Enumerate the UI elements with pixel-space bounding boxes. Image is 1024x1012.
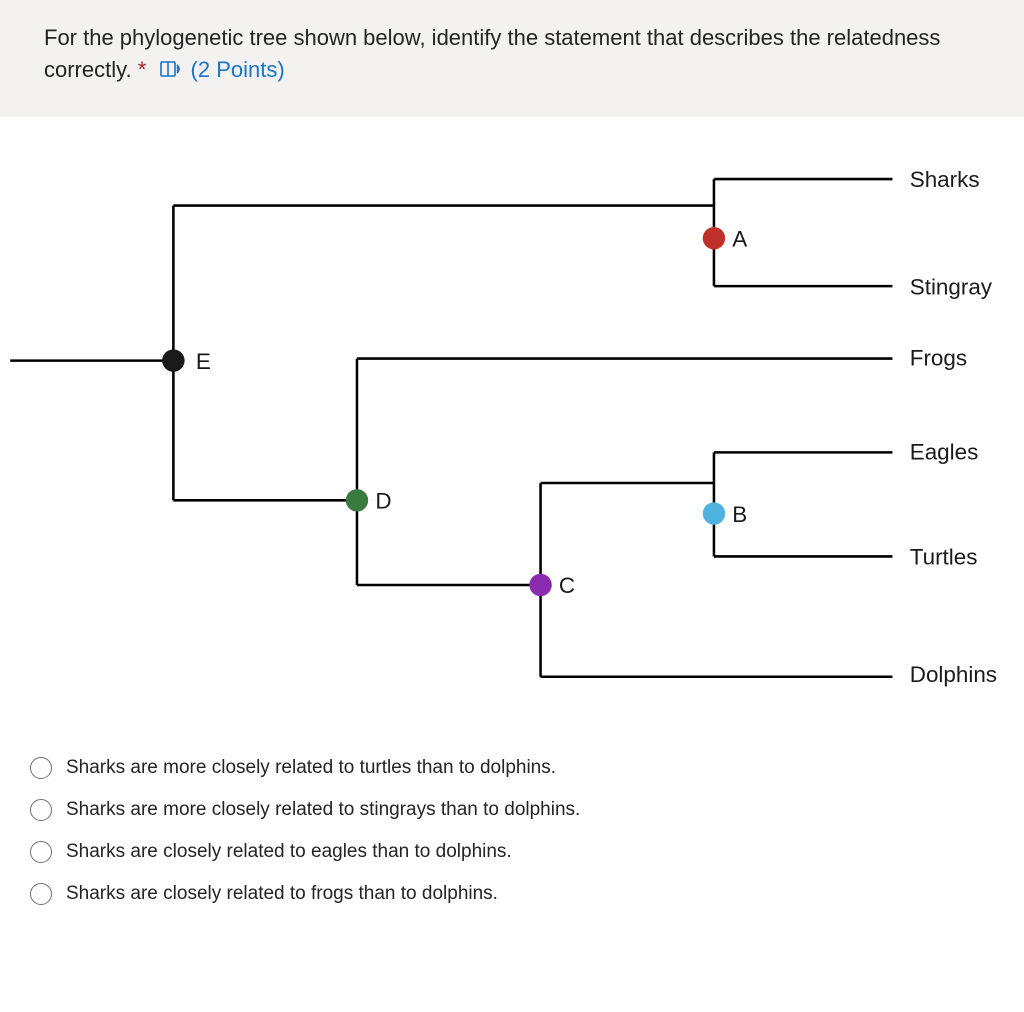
radio-icon[interactable] [30,799,52,821]
phylogenetic-tree: E A D C B Sharks Stingray Frogs Eagles Turtles Dol… [0,137,1024,727]
points-label: (2 Points) [191,57,285,82]
required-mark: * [138,57,147,82]
answer-option-label: Sharks are closely related to eagles tha… [66,841,512,863]
tree-node-e [162,349,184,371]
answer-option[interactable]: Sharks are closely related to frogs than… [30,873,994,915]
taxon-label: Frogs [910,346,967,371]
taxon-label: Turtles [910,545,978,570]
taxon-label: Dolphins [910,662,997,687]
answer-option-label: Sharks are more closely related to sting… [66,799,580,821]
tree-node-label: C [559,573,575,598]
diagram-container: E A D C B Sharks Stingray Frogs Eagles Turtles Dol… [0,117,1024,737]
taxon-label: Sharks [910,167,980,192]
radio-icon[interactable] [30,757,52,779]
answer-option[interactable]: Sharks are closely related to eagles tha… [30,831,994,873]
tree-node-c [529,574,551,596]
tree-node-d [346,489,368,511]
tree-node-label: E [196,349,211,374]
answer-option[interactable]: Sharks are more closely related to sting… [30,789,994,831]
radio-icon[interactable] [30,883,52,905]
immersive-reader-icon[interactable] [160,55,182,87]
tree-node-label: B [732,502,747,527]
question-text-2: correctly. [44,57,132,82]
answer-options: Sharks are more closely related to turtl… [0,737,1024,925]
answer-option[interactable]: Sharks are more closely related to turtl… [30,747,994,789]
question-header: For the phylogenetic tree shown below, i… [0,0,1024,117]
tree-node-a [703,227,725,249]
question-text-1: For the phylogenetic tree shown below, i… [44,25,940,50]
answer-option-label: Sharks are closely related to frogs than… [66,883,498,905]
tree-node-b [703,502,725,524]
tree-node-label: A [732,226,747,251]
answer-option-label: Sharks are more closely related to turtl… [66,757,556,779]
radio-icon[interactable] [30,841,52,863]
taxon-label: Eagles [910,440,979,465]
taxon-label: Stingray [910,274,993,299]
tree-node-label: D [375,489,391,514]
